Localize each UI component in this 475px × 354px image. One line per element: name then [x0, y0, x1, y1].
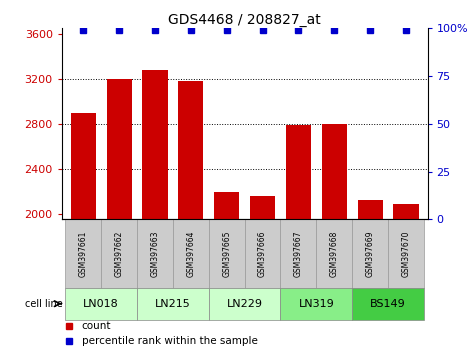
Bar — [71, 113, 96, 219]
Bar — [280, 219, 316, 288]
Bar — [352, 219, 388, 288]
Text: GSM397662: GSM397662 — [114, 230, 124, 277]
Text: LN018: LN018 — [83, 299, 119, 309]
Bar — [286, 125, 311, 219]
Bar — [358, 200, 383, 219]
Text: count: count — [82, 321, 111, 331]
Bar — [173, 219, 209, 288]
Bar — [245, 219, 280, 288]
Bar — [137, 288, 209, 320]
Bar — [209, 219, 245, 288]
Text: GSM397663: GSM397663 — [151, 230, 160, 277]
Bar — [388, 219, 424, 288]
Bar — [214, 192, 239, 219]
Text: GSM397669: GSM397669 — [366, 230, 375, 277]
Bar — [250, 196, 275, 219]
Text: GSM397667: GSM397667 — [294, 230, 303, 277]
Text: BS149: BS149 — [370, 299, 406, 309]
Text: percentile rank within the sample: percentile rank within the sample — [82, 336, 258, 347]
Bar — [316, 219, 352, 288]
Bar — [352, 288, 424, 320]
Text: GSM397666: GSM397666 — [258, 230, 267, 277]
Text: GSM397661: GSM397661 — [79, 230, 88, 277]
Text: GSM397665: GSM397665 — [222, 230, 231, 277]
Bar — [106, 79, 132, 219]
Text: GSM397668: GSM397668 — [330, 230, 339, 277]
Text: cell line: cell line — [25, 299, 63, 309]
Text: LN319: LN319 — [298, 299, 334, 309]
Bar — [280, 288, 352, 320]
Bar — [393, 204, 418, 219]
Bar — [66, 288, 137, 320]
Bar — [142, 70, 168, 219]
Text: LN215: LN215 — [155, 299, 191, 309]
Bar — [66, 219, 101, 288]
Bar — [101, 219, 137, 288]
Title: GDS4468 / 208827_at: GDS4468 / 208827_at — [168, 13, 321, 27]
Bar — [137, 219, 173, 288]
Bar — [322, 124, 347, 219]
Text: GSM397664: GSM397664 — [186, 230, 195, 277]
Bar — [209, 288, 280, 320]
Text: LN229: LN229 — [227, 299, 263, 309]
Bar — [178, 81, 203, 219]
Text: GSM397670: GSM397670 — [401, 230, 410, 277]
